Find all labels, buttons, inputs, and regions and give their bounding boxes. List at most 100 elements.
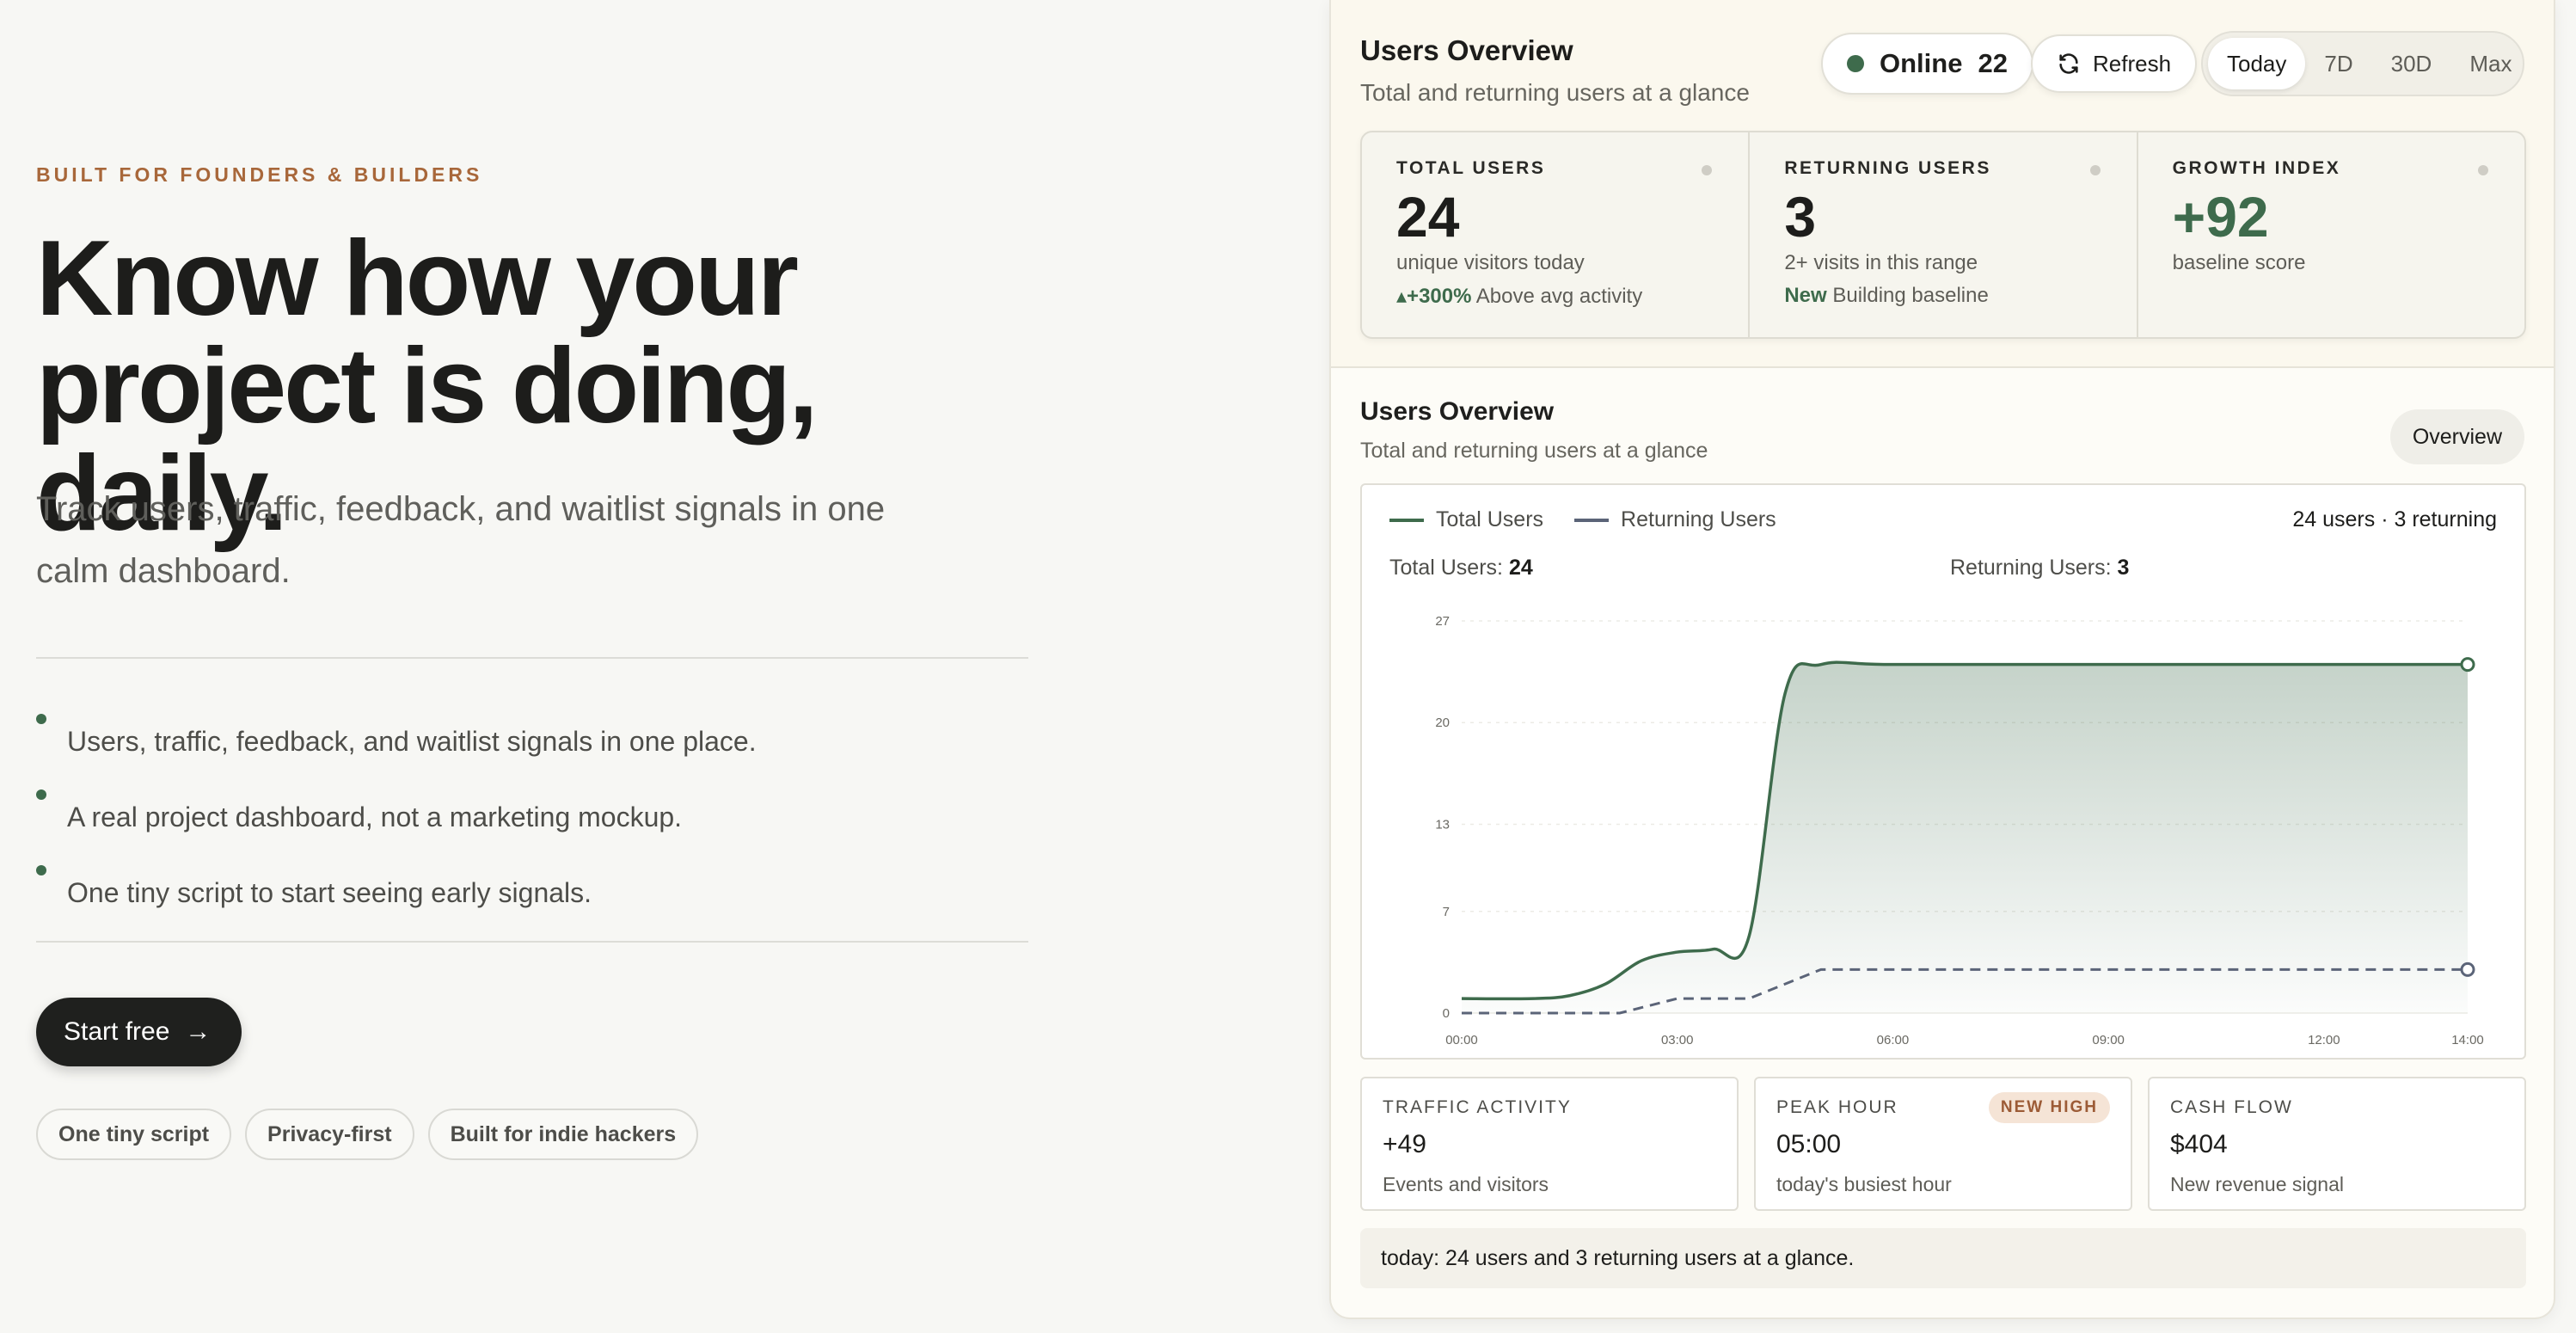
chart-legend: Total Users Returning Users	[1389, 507, 1776, 532]
kpi-note-strong: ▴+300%	[1396, 285, 1472, 308]
kpi-description: 2+ visits in this range	[1784, 251, 1978, 274]
card-traffic-activity: TRAFFIC ACTIVITY +49 Events and visitors	[1360, 1077, 1739, 1211]
x-tick-label: 09:00	[2092, 1033, 2125, 1047]
card-value: +49	[1383, 1130, 1426, 1158]
refresh-label: Refresh	[2093, 50, 2172, 77]
kpi-description: baseline score	[2172, 251, 2306, 274]
card-cash-flow: CASH FLOW $404 New revenue signal	[2148, 1077, 2526, 1211]
card-peak-hour: PEAK HOUR NEW HIGH 05:00 today's busiest…	[1754, 1077, 2132, 1211]
panel-header: Users Overview Total and returning users…	[1331, 0, 2554, 368]
y-tick-label: 20	[1435, 716, 1450, 730]
kpi-note-text: Building baseline	[1826, 284, 1989, 307]
chart-summary: 24 users · 3 returning	[2292, 507, 2497, 531]
y-tick-label: 7	[1443, 905, 1450, 919]
refresh-button[interactable]: Refresh	[2031, 34, 2198, 93]
range-max[interactable]: Max	[2469, 50, 2512, 77]
new-high-badge: NEW HIGH	[1988, 1092, 2110, 1123]
start-free-label: Start free	[64, 1017, 170, 1046]
card-label: CASH FLOW	[2170, 1097, 2293, 1117]
chart-section-title: Users Overview	[1360, 397, 1555, 426]
kpi-value: 24	[1396, 185, 1460, 249]
kpi-label: GROWTH INDEX	[2172, 158, 2341, 178]
online-indicator: Online 22	[1821, 33, 2033, 95]
x-tick-label: 12:00	[2308, 1033, 2340, 1047]
overview-button[interactable]: Overview	[2389, 409, 2524, 464]
summary-footer: today: 24 users and 3 returning users at…	[1360, 1228, 2526, 1288]
users-chart: 0 7 13 20 27 00:00 03:00 06:00 09:00 12:00 14:00	[1435, 614, 2484, 1047]
refresh-icon	[2059, 53, 2078, 74]
online-label: Online	[1880, 48, 1963, 78]
feature-item: Users, traffic, feedback, and waitlist s…	[36, 703, 757, 779]
x-tick-label: 14:00	[2451, 1033, 2484, 1047]
kpi-value: +92	[2172, 185, 2269, 249]
range-today[interactable]: Today	[2208, 38, 2306, 89]
feature-item: One tiny script to start seeing early si…	[36, 855, 757, 931]
eyebrow-text: BUILT FOR FOUNDERS & BUILDERS	[36, 163, 483, 186]
kpi-total-users: TOTAL USERS 24 unique visitors today ▴+3…	[1362, 132, 1751, 337]
arrow-right-icon: →	[185, 1017, 212, 1046]
kpi-strip: TOTAL USERS 24 unique visitors today ▴+3…	[1360, 131, 2526, 339]
x-tick-label: 06:00	[1877, 1033, 1910, 1047]
users-chart-card: 0 7 13 20 27 00:00 03:00 06:00 09:00 12:00 14:00 T…	[1360, 483, 2526, 1060]
feature-list: Users, traffic, feedback, and waitlist s…	[36, 703, 757, 931]
kpi-note-text: Above avg activity	[1471, 285, 1643, 308]
returning-users-endpoint	[2460, 961, 2475, 977]
readout-total-value: 24	[1508, 556, 1533, 580]
hero-subhead: Track users, traffic, feedback, and wait…	[36, 490, 886, 590]
x-tick-label: 00:00	[1445, 1033, 1478, 1047]
kpi-description: unique visitors today	[1396, 251, 1585, 274]
chip-indie-hackers: Built for indie hackers	[427, 1109, 699, 1160]
online-count: 22	[1978, 48, 2008, 78]
hero-headline: Know how your project is doing, daily.	[36, 225, 1068, 548]
card-description: New revenue signal	[2170, 1173, 2345, 1195]
readout-total: Total Users: 24	[1389, 556, 1533, 580]
status-dot-icon	[2477, 165, 2488, 175]
card-value: $404	[2170, 1130, 2228, 1158]
kpi-label: TOTAL USERS	[1396, 158, 1546, 178]
kpi-note: ▴+300% Above avg activity	[1396, 284, 1714, 309]
x-tick-label: 03:00	[1661, 1033, 1694, 1047]
y-tick-label: 0	[1443, 1006, 1450, 1021]
status-dot-icon	[2089, 165, 2101, 175]
readout-returning-value: 3	[2117, 556, 2130, 580]
kpi-returning-users: RETURNING USERS 3 2+ visits in this rang…	[1750, 132, 2138, 337]
readout-returning: Returning Users: 3	[1950, 556, 2129, 580]
legend-swatch	[1574, 518, 1610, 522]
range-7d[interactable]: 7D	[2324, 50, 2353, 77]
status-dot-icon	[1702, 165, 1713, 175]
readout-total-label: Total Users:	[1389, 556, 1503, 580]
kpi-note: New Building baseline	[1784, 284, 2101, 308]
dashboard-panel: Users Overview Total and returning users…	[1329, 0, 2555, 1319]
headline-line-2: project is doing, daily.	[36, 327, 819, 553]
start-free-button[interactable]: Start free →	[36, 998, 242, 1066]
y-tick-label: 27	[1435, 614, 1450, 629]
chip-tiny-script: One tiny script	[36, 1109, 232, 1160]
legend-label: Total Users	[1436, 507, 1544, 531]
divider	[36, 657, 1028, 659]
feature-item: A real project dashboard, not a marketin…	[36, 779, 757, 855]
card-label: PEAK HOUR	[1776, 1097, 1898, 1117]
card-description: today's busiest hour	[1776, 1173, 1952, 1195]
total-users-area	[1462, 662, 2468, 1013]
headline-line-1: Know how your	[36, 219, 799, 338]
kpi-growth-index: GROWTH INDEX +92 baseline score	[2138, 132, 2524, 337]
range-30d[interactable]: 30D	[2390, 50, 2432, 77]
card-label: TRAFFIC ACTIVITY	[1383, 1097, 1572, 1117]
divider	[36, 941, 1028, 943]
legend-label: Returning Users	[1621, 507, 1776, 531]
readout-returning-label: Returning Users:	[1950, 556, 2112, 580]
y-tick-label: 13	[1435, 817, 1450, 832]
total-users-line	[1461, 660, 2468, 1001]
card-description: Events and visitors	[1383, 1173, 1549, 1195]
total-users-endpoint	[2460, 657, 2475, 673]
legend-returning-users[interactable]: Returning Users	[1574, 507, 1776, 532]
kpi-label: RETURNING USERS	[1784, 158, 1991, 178]
metric-cards: TRAFFIC ACTIVITY +49 Events and visitors…	[1360, 1077, 2526, 1211]
kpi-note-strong: New	[1784, 284, 1827, 307]
panel-subtitle: Total and returning users at a glance	[1360, 79, 1750, 106]
chart-section-subtitle: Total and returning users at a glance	[1360, 439, 1708, 463]
kpi-value: 3	[1784, 185, 1817, 249]
online-dot-icon	[1847, 55, 1864, 72]
feature-chips: One tiny script Privacy-first Built for …	[36, 1109, 699, 1160]
legend-total-users[interactable]: Total Users	[1389, 507, 1543, 532]
